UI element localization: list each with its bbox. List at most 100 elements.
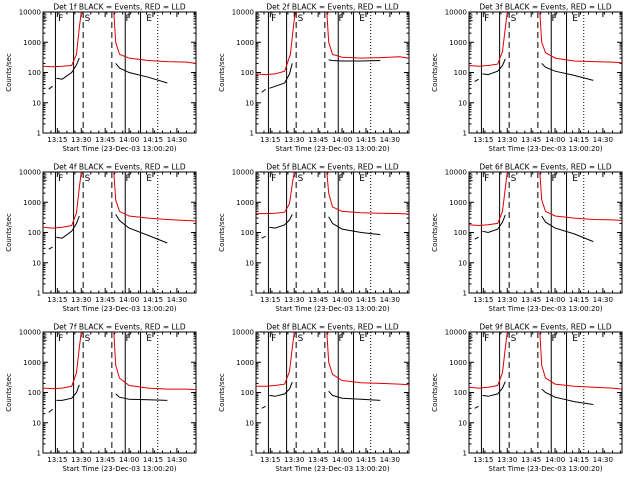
region-marker-label: E <box>468 174 474 184</box>
x-tick-label: 14:15 <box>569 456 589 464</box>
region-marker-label: F <box>58 14 63 24</box>
y-axis-label: Counts/sec <box>5 213 13 252</box>
region-marker-label: F <box>126 334 131 344</box>
panel-3: Det 3f BLACK = Events, RED = LLD 1 10 100 10… <box>431 3 623 153</box>
x-tick-label: 13:45 <box>95 456 115 464</box>
y-tick-label: 10000 <box>19 329 41 337</box>
x-tick-label: 13:15 <box>260 136 280 144</box>
y-tick-label: 1 <box>463 290 467 298</box>
panel-1: Det 1f BLACK = Events, RED = LLD 1 10 100 10… <box>5 3 197 153</box>
events-series-line <box>474 78 479 83</box>
y-tick-label: 10 <box>245 259 254 267</box>
plot-area <box>256 172 409 293</box>
events-series-line <box>56 384 80 401</box>
x-tick-label: 14:30 <box>593 456 613 464</box>
events-series-line <box>269 63 293 89</box>
x-tick-label: 13:45 <box>521 296 541 304</box>
y-tick-label: 10 <box>245 419 254 427</box>
events-series-line <box>48 246 53 250</box>
y-axis-label: Counts/sec <box>5 373 13 412</box>
y-tick-label: 10 <box>458 99 467 107</box>
x-tick-label: 13:30 <box>497 296 517 304</box>
x-axis-label: Start Time (23-Dec-03 13:00:20) <box>62 465 176 473</box>
y-tick-label: 100 <box>241 389 254 397</box>
y-axis-label: Counts/sec <box>431 213 439 252</box>
plot-area <box>469 12 622 133</box>
x-tick-label: 14:30 <box>593 296 613 304</box>
lld-series-line <box>469 332 508 389</box>
y-tick-label: 1000 <box>236 39 254 47</box>
events-series-line <box>48 408 53 413</box>
y-tick-label: 10000 <box>445 9 467 17</box>
y-tick-label: 1 <box>463 130 467 138</box>
panel-title: Det 2f BLACK = Events, RED = LLD <box>266 3 399 12</box>
lld-series-line <box>113 12 196 64</box>
y-tick-label: 10000 <box>232 329 254 337</box>
events-series-line <box>115 214 168 244</box>
events-series-line <box>541 63 594 81</box>
y-tick-label: 1000 <box>23 359 41 367</box>
plot-area <box>256 12 409 133</box>
panel-title: Det 9f BLACK = Events, RED = LLD <box>479 323 612 332</box>
lld-series-line <box>326 332 409 386</box>
x-tick-label: 13:15 <box>473 456 493 464</box>
lld-series-line <box>256 172 295 215</box>
x-tick-label: 13:15 <box>473 296 493 304</box>
region-marker-label: E <box>572 174 578 184</box>
region-marker-label: E <box>146 14 152 24</box>
x-tick-label: 14:30 <box>380 456 400 464</box>
region-marker-label: F <box>339 14 344 24</box>
y-axis-label: Counts/sec <box>5 53 13 92</box>
x-tick-label: 14:30 <box>167 136 187 144</box>
x-tick-label: 14:30 <box>167 296 187 304</box>
x-axis-label: Start Time (23-Dec-03 13:00:20) <box>275 145 389 153</box>
x-tick-label: 13:45 <box>95 136 115 144</box>
y-tick-label: 1 <box>250 130 254 138</box>
x-tick-label: 13:45 <box>308 136 328 144</box>
region-marker-label: F <box>126 174 131 184</box>
y-tick-label: 1 <box>463 450 467 458</box>
region-marker-label: E <box>255 334 261 344</box>
x-axis-label: Start Time (23-Dec-03 13:00:20) <box>488 305 602 313</box>
panel-title: Det 5f BLACK = Events, RED = LLD <box>266 163 399 172</box>
region-marker-label: F <box>339 174 344 184</box>
y-tick-label: 1000 <box>449 39 467 47</box>
lld-series-line <box>539 172 622 221</box>
events-series-line <box>115 393 168 401</box>
region-marker-label: S <box>85 334 91 344</box>
x-axis-label: Start Time (23-Dec-03 13:00:20) <box>275 305 389 313</box>
x-tick-label: 13:30 <box>284 296 304 304</box>
y-tick-label: 10 <box>32 259 41 267</box>
region-marker-label: E <box>572 334 578 344</box>
events-series-line <box>328 390 381 401</box>
x-axis-label: Start Time (23-Dec-03 13:00:20) <box>275 465 389 473</box>
region-marker-label: F <box>126 14 131 24</box>
x-tick-label: 13:15 <box>47 296 67 304</box>
panel-7: Det 7f BLACK = Events, RED = LLD 1 10 100 10… <box>5 323 197 473</box>
y-tick-label: 1000 <box>23 39 41 47</box>
x-tick-label: 14:00 <box>119 456 139 464</box>
y-tick-label: 100 <box>454 69 467 77</box>
x-tick-label: 13:45 <box>308 296 328 304</box>
region-marker-label: F <box>552 14 557 24</box>
y-tick-label: 100 <box>28 229 41 237</box>
y-tick-label: 1 <box>250 450 254 458</box>
region-marker-label: S <box>511 14 517 24</box>
lld-series-line <box>113 332 196 391</box>
plot-area <box>43 12 196 133</box>
region-marker-label: E <box>468 334 474 344</box>
y-tick-label: 1000 <box>236 199 254 207</box>
x-tick-label: 14:00 <box>545 136 565 144</box>
region-marker-label: E <box>359 14 365 24</box>
region-marker-label: F <box>271 14 276 24</box>
x-tick-label: 13:30 <box>71 296 91 304</box>
region-marker-label: S <box>85 14 91 24</box>
y-tick-label: 10000 <box>19 169 41 177</box>
lld-series-line <box>43 12 82 68</box>
y-tick-label: 100 <box>28 69 41 77</box>
y-tick-label: 10000 <box>445 169 467 177</box>
events-series-line <box>482 214 506 234</box>
panel-title: Det 7f BLACK = Events, RED = LLD <box>53 323 186 332</box>
x-tick-label: 13:45 <box>308 456 328 464</box>
